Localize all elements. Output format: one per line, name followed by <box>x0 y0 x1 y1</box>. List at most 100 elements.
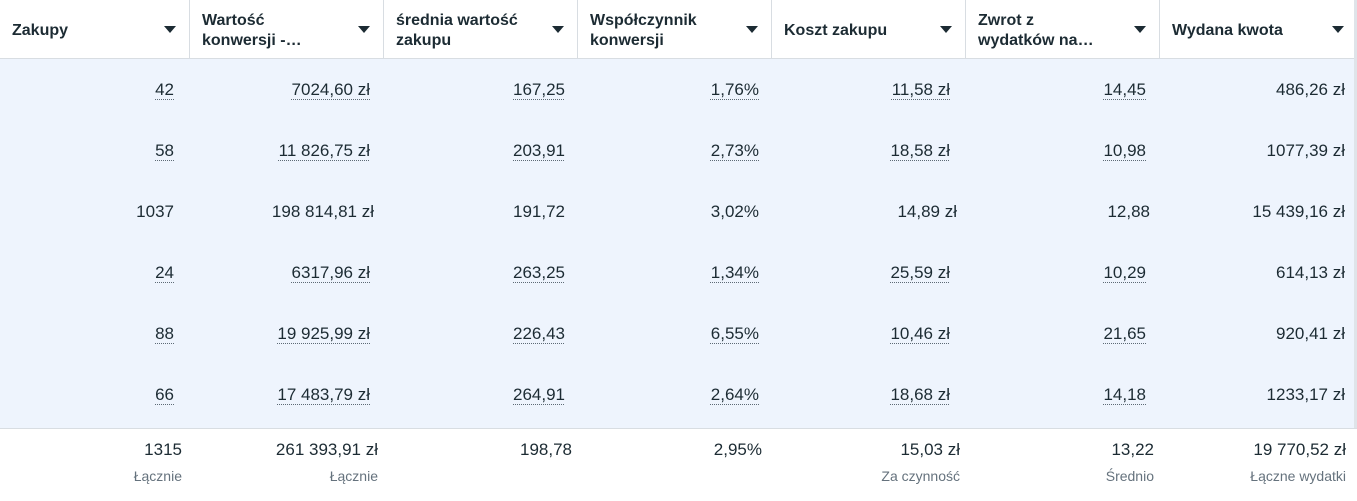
cell-value: 15 439,16 zł <box>1252 201 1345 221</box>
cell-purchases[interactable]: 42 <box>0 59 190 120</box>
cell-roas[interactable]: 21,65 <box>966 303 1160 364</box>
cell-value[interactable]: 10,29 <box>1103 262 1146 282</box>
cell-roas[interactable]: 10,29 <box>966 242 1160 303</box>
caret-down-icon[interactable] <box>1331 23 1345 37</box>
cell-value[interactable]: 11,58 zł <box>891 79 950 99</box>
cell-value[interactable]: 7024,60 zł <box>291 79 370 99</box>
cell-value[interactable]: 24 <box>155 262 174 282</box>
table-row: 58 11 826,75 zł 203,91 2,73% 18,58 zł 10… <box>0 120 1357 181</box>
cell-purchases[interactable]: 58 <box>0 120 190 181</box>
caret-down-icon[interactable] <box>1133 23 1147 37</box>
caret-down-icon[interactable] <box>551 23 565 37</box>
cell-value[interactable]: 18,68 zł <box>890 384 950 404</box>
cell-value[interactable]: 1,34% <box>710 262 759 282</box>
cell-value[interactable]: 264,91 <box>513 384 565 404</box>
caret-down-icon[interactable] <box>357 23 371 37</box>
cell-cost-per-purchase[interactable]: 11,58 zł <box>772 59 966 120</box>
cell-cost-per-purchase[interactable]: 10,46 zł <box>772 303 966 364</box>
cell-cost-per-purchase: 14,89 zł <box>772 181 966 242</box>
cell-avg-purchase-value[interactable]: 263,25 <box>384 242 578 303</box>
column-header-avg-purchase-value[interactable]: średnia wartość zakupu <box>384 0 578 58</box>
cell-value[interactable]: 167,25 <box>513 79 565 99</box>
column-header-conversion-value[interactable]: Wartość konwersji -… <box>190 0 384 58</box>
summary-conversion-value: 261 393,91 zł Łącznie <box>190 429 384 501</box>
cell-cost-per-purchase[interactable]: 25,59 zł <box>772 242 966 303</box>
cell-purchases: 1037 <box>0 181 190 242</box>
summary-value: 1315 <box>144 440 182 459</box>
cell-conversion-rate[interactable]: 1,76% <box>578 59 772 120</box>
cell-value[interactable]: 2,64% <box>710 384 759 404</box>
table-row: 66 17 483,79 zł 264,91 2,64% 18,68 zł 14… <box>0 364 1357 425</box>
cell-cost-per-purchase[interactable]: 18,68 zł <box>772 364 966 425</box>
cell-value[interactable]: 14,45 <box>1103 79 1146 99</box>
cell-value[interactable]: 10,98 <box>1103 140 1146 160</box>
cell-value[interactable]: 1,76% <box>710 79 759 99</box>
summary-label: Łącznie <box>133 468 182 484</box>
cell-value: 191,72 <box>513 201 565 221</box>
cell-value[interactable]: 88 <box>155 323 174 343</box>
cell-roas[interactable]: 14,45 <box>966 59 1160 120</box>
cell-value[interactable]: 2,73% <box>710 140 759 160</box>
column-header-purchases[interactable]: Zakupy <box>0 0 190 58</box>
summary-purchases: 1315 Łącznie <box>0 429 190 501</box>
column-header-label: Współczynnik konwersji <box>590 12 697 49</box>
cell-value[interactable]: 263,25 <box>513 262 565 282</box>
vertical-scrollbar[interactable] <box>1354 0 1357 428</box>
cell-purchases[interactable]: 24 <box>0 242 190 303</box>
cell-roas: 12,88 <box>966 181 1160 242</box>
cell-value[interactable]: 42 <box>155 79 174 99</box>
cell-value[interactable]: 6,55% <box>710 323 759 343</box>
column-header-amount-spent[interactable]: Wydana kwota <box>1160 0 1357 58</box>
cell-value[interactable]: 6317,96 zł <box>291 262 370 282</box>
cell-conversion-value[interactable]: 7024,60 zł <box>190 59 384 120</box>
cell-conversion-rate[interactable]: 1,34% <box>578 242 772 303</box>
cell-value: 486,26 zł <box>1276 79 1345 99</box>
cell-purchases[interactable]: 66 <box>0 364 190 425</box>
summary-cost-per-purchase: 15,03 zł Za czynność <box>772 429 966 501</box>
caret-down-icon[interactable] <box>939 23 953 37</box>
cell-avg-purchase-value[interactable]: 264,91 <box>384 364 578 425</box>
cell-value[interactable]: 18,58 zł <box>890 140 950 160</box>
cell-roas[interactable]: 14,18 <box>966 364 1160 425</box>
cell-conversion-rate[interactable]: 6,55% <box>578 303 772 364</box>
caret-down-icon[interactable] <box>745 23 759 37</box>
cell-conversion-rate[interactable]: 2,64% <box>578 364 772 425</box>
caret-down-icon[interactable] <box>163 23 177 37</box>
summary-value: 19 770,52 zł <box>1253 440 1346 459</box>
cell-conversion-value[interactable]: 6317,96 zł <box>190 242 384 303</box>
cell-value[interactable]: 58 <box>155 140 174 160</box>
cell-avg-purchase-value[interactable]: 203,91 <box>384 120 578 181</box>
summary-roas: 13,22 Średnio <box>966 429 1160 501</box>
cell-value[interactable]: 66 <box>155 384 174 404</box>
cell-conversion-value[interactable]: 11 826,75 zł <box>190 120 384 181</box>
summary-conversion-rate: 2,95% <box>578 429 772 501</box>
cell-value: 920,41 zł <box>1276 323 1345 343</box>
cell-roas[interactable]: 10,98 <box>966 120 1160 181</box>
column-header-conversion-rate[interactable]: Współczynnik konwersji <box>578 0 772 58</box>
cell-conversion-value[interactable]: 19 925,99 zł <box>190 303 384 364</box>
cell-value[interactable]: 25,59 zł <box>890 262 950 282</box>
column-header-cost-per-purchase[interactable]: Koszt zakupu <box>772 0 966 58</box>
summary-value: 13,22 <box>1111 440 1154 459</box>
cell-value[interactable]: 226,43 <box>513 323 565 343</box>
column-header-label: Zakupy <box>12 22 69 39</box>
cell-conversion-rate[interactable]: 2,73% <box>578 120 772 181</box>
summary-label <box>578 466 762 486</box>
cell-avg-purchase-value[interactable]: 167,25 <box>384 59 578 120</box>
cell-value[interactable]: 17 483,79 zł <box>277 384 370 404</box>
column-header-label: Koszt zakupu <box>784 22 888 39</box>
cell-value[interactable]: 203,91 <box>513 140 565 160</box>
cell-value[interactable]: 11 826,75 zł <box>278 140 370 160</box>
column-header-roas[interactable]: Zwrot z wydatków na… <box>966 0 1160 58</box>
cell-cost-per-purchase[interactable]: 18,58 zł <box>772 120 966 181</box>
cell-value[interactable]: 21,65 <box>1103 323 1146 343</box>
summary-value: 15,03 zł <box>900 440 960 459</box>
cell-conversion-value[interactable]: 17 483,79 zł <box>190 364 384 425</box>
cell-purchases[interactable]: 88 <box>0 303 190 364</box>
cell-value[interactable]: 19 925,99 zł <box>277 323 370 343</box>
cell-avg-purchase-value[interactable]: 226,43 <box>384 303 578 364</box>
cell-avg-purchase-value: 191,72 <box>384 181 578 242</box>
cell-value[interactable]: 10,46 zł <box>890 323 950 343</box>
cell-value[interactable]: 14,18 <box>1103 384 1146 404</box>
